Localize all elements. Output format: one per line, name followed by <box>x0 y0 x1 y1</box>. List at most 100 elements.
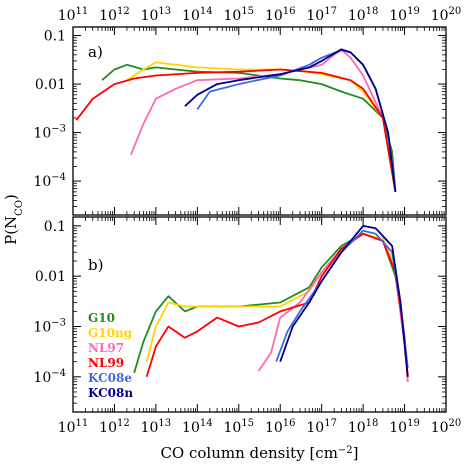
tick-exponent: 20 <box>449 6 462 17</box>
tick-base: 10 <box>182 420 200 436</box>
tick-exponent: 16 <box>283 418 296 429</box>
y-tick-label: 10−4 <box>33 368 66 386</box>
top-x-tick-label: 1018 <box>348 6 379 24</box>
top-x-tick-label: 1014 <box>182 6 213 24</box>
bottom-x-tick-label: 1018 <box>348 418 379 436</box>
top-x-tick-labels: 1011 1012 1013 1014 1015 1016 1017 1018 1019 1020 <box>58 6 462 24</box>
bottom-x-tick-label: 1020 <box>431 418 462 436</box>
panel-a-label: a) <box>88 43 103 61</box>
top-x-tick-label: 1016 <box>265 6 296 24</box>
tick-exponent: −3 <box>51 124 66 135</box>
legend-entry-g10ng: G10ng <box>88 326 133 340</box>
tick-exponent: 12 <box>117 418 130 429</box>
tick-exponent: 14 <box>200 418 213 429</box>
y-axis-title-close: ) <box>2 194 20 200</box>
tick-base: 10 <box>33 174 51 190</box>
x-axis-title-text: CO column density [cm <box>160 444 337 462</box>
tick-base: 10 <box>141 8 159 24</box>
bottom-x-tick-label: 1014 <box>182 418 213 436</box>
top-x-tick-label: 1019 <box>389 6 420 24</box>
panel-a-series <box>75 48 397 193</box>
series-line-kc08n <box>279 225 409 377</box>
tick-exponent: 12 <box>117 6 130 17</box>
top-x-tick-label: 1015 <box>223 6 254 24</box>
series-line-g10ng <box>145 232 409 382</box>
tick-exponent: 19 <box>407 6 420 17</box>
series-line-g10 <box>133 232 409 382</box>
bottom-x-tick-label: 1011 <box>58 418 89 436</box>
top-x-tick-label: 1020 <box>431 6 462 24</box>
tick-base: 10 <box>182 8 200 24</box>
bottom-x-tick-label: 1013 <box>141 418 172 436</box>
series-line-nl99 <box>75 68 397 193</box>
tick-base: 10 <box>389 8 407 24</box>
y-tick-label: 0.1 <box>44 29 66 45</box>
y-axis-title-text: P(N <box>2 216 20 245</box>
tick-base: 10 <box>431 8 449 24</box>
y-tick-label: 0.01 <box>35 269 66 285</box>
y-tick-label: 10−4 <box>33 172 66 190</box>
x-axis-title-close: ] <box>353 444 359 462</box>
tick-base: 10 <box>141 420 159 436</box>
panel-a-ticks <box>72 27 447 216</box>
y-tick-label: 0.1 <box>44 219 66 235</box>
legend-entry-nl99: NL99 <box>88 356 124 370</box>
tick-exponent: 17 <box>324 6 337 17</box>
series-line-g10ng <box>126 61 397 193</box>
tick-exponent: −4 <box>51 368 66 379</box>
legend-entry-kc08n: KC08n <box>88 386 133 400</box>
top-x-tick-label: 1011 <box>58 6 89 24</box>
series-line-nl99 <box>145 232 409 378</box>
legend-entry-g10: G10 <box>88 311 115 325</box>
tick-exponent: 11 <box>76 6 89 17</box>
tick-exponent: 16 <box>283 6 296 17</box>
panel-a-frame <box>72 26 447 216</box>
tick-base: 10 <box>431 420 449 436</box>
panel-b-series <box>133 225 409 382</box>
top-x-tick-label: 1017 <box>306 6 337 24</box>
tick-base: 10 <box>58 420 76 436</box>
bottom-x-tick-label: 1017 <box>306 418 337 436</box>
tick-exponent: 19 <box>407 418 420 429</box>
tick-exponent: 18 <box>366 418 379 429</box>
series-line-kc08n <box>184 48 397 193</box>
tick-exponent: 13 <box>158 6 171 17</box>
tick-base: 10 <box>223 8 241 24</box>
series-line-g10 <box>101 63 397 192</box>
tick-exponent: −4 <box>51 172 66 183</box>
tick-base: 10 <box>348 8 366 24</box>
top-x-tick-label: 1012 <box>99 6 130 24</box>
tick-base: 10 <box>33 126 51 142</box>
tick-exponent: 11 <box>76 418 89 429</box>
y-tick-label: 0.01 <box>35 77 66 93</box>
panel-b-ticks <box>72 217 447 413</box>
panel-b-label: b) <box>88 256 103 274</box>
y-axis-title: P(NCO) <box>2 194 25 245</box>
legend-entry-nl97: NL97 <box>88 341 124 355</box>
series-line-nl97 <box>130 49 397 193</box>
legend-entry-kc08e: KC08e <box>88 371 132 385</box>
y-tick-label: 10−3 <box>33 318 66 336</box>
tick-base: 10 <box>223 420 241 436</box>
tick-base: 10 <box>389 420 407 436</box>
tick-base: 10 <box>33 320 51 336</box>
bottom-x-tick-labels: 1011 1012 1013 1014 1015 1016 1017 1018 1019 1020 <box>58 418 462 436</box>
x-axis-title-exponent: −2 <box>338 445 353 456</box>
top-x-tick-label: 1013 <box>141 6 172 24</box>
tick-exponent: 14 <box>200 6 213 17</box>
y-tick-label: 10−3 <box>33 124 66 142</box>
bottom-x-tick-label: 1012 <box>99 418 130 436</box>
tick-base: 10 <box>265 420 283 436</box>
bottom-x-tick-label: 1015 <box>223 418 254 436</box>
tick-base: 10 <box>58 8 76 24</box>
tick-base: 10 <box>348 420 366 436</box>
bottom-x-tick-label: 1019 <box>389 418 420 436</box>
tick-exponent: 15 <box>241 6 254 17</box>
tick-base: 10 <box>265 8 283 24</box>
